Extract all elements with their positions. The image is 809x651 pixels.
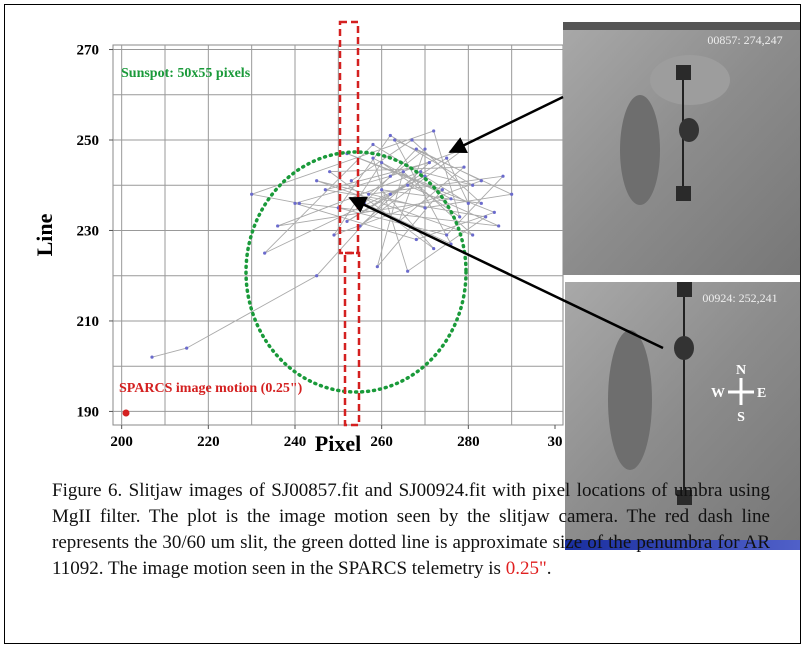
motion-point [414,147,418,151]
sunspot-outline [244,150,468,394]
motion-point [276,224,280,228]
x-tick-label: 240 [284,434,307,450]
motion-point [388,133,392,138]
annotation: Sunspot: 50x55 pixels [121,66,251,81]
motion-point [445,156,449,160]
motion-point [501,174,505,178]
motion-point [263,251,267,255]
motion-point [323,188,327,192]
y-tick-label: 270 [77,43,100,59]
motion-point [449,197,453,201]
motion-point [423,206,427,210]
motion-track [151,130,514,358]
image-label: 00857: 274,247 [707,33,782,47]
motion-point [479,179,483,183]
motion-point [297,201,301,205]
motion-point [345,219,349,224]
motion-point [432,246,436,251]
motion-point [315,274,319,278]
plot: 190 210 230 250 270 200 220 240 260 280 30 [77,43,564,450]
motion-point [410,138,414,142]
motion-point [419,170,423,174]
motion-point [293,201,297,205]
motion-point [401,170,405,174]
compass-label: W [711,386,725,401]
y-tick-label: 190 [77,404,100,420]
arrow [348,196,664,350]
motion-point [349,179,353,183]
x-axis-label: Pixel [315,431,361,456]
motion-point [375,265,379,269]
motion-point [250,192,254,196]
slitjaw-image: 00857: 274,247 [563,22,800,275]
x-tick-label: 260 [370,434,393,450]
motion-point [445,233,449,237]
motion-point [388,192,392,196]
motion-point [423,147,427,151]
motion-point [510,192,514,196]
motion-point [371,142,375,147]
motion-point [471,233,475,237]
y-tick-label: 210 [77,314,100,330]
x-tick-label: 30 [548,434,563,450]
y-axis-label: Line [32,213,57,256]
y-tick-label: 250 [77,133,100,149]
motion-point [371,156,375,160]
motion-point [497,224,501,228]
motion-point [315,179,319,183]
motion-point [423,174,427,178]
motion-point [432,129,436,133]
figure-border [4,4,801,644]
motion-point [458,215,462,219]
motion-point [406,183,410,187]
motion-point [185,346,189,350]
motion-point [462,147,466,151]
motion-point [328,170,332,174]
compass-label: E [757,386,766,401]
motion-point [150,355,154,359]
caption: Figure 6. Slitjaw images of SJ00857.fit … [52,478,770,582]
compass-label: S [737,410,745,425]
motion-point [462,165,466,169]
x-tick-label: 280 [457,434,480,450]
motion-point [471,183,475,187]
motion-point [380,188,384,192]
motion-point [367,192,371,196]
slit-outline [343,251,361,427]
motion-point [388,174,392,178]
caption-text: Figure 6. Slitjaw images of SJ00857.fit … [52,480,770,579]
legend-dot [122,409,130,417]
motion-point [479,201,483,205]
compass-label: N [736,363,746,378]
motion-point [492,210,496,214]
motion-point [440,188,444,192]
motion-point [484,215,488,219]
motion-point [393,138,397,142]
motion-point [466,201,470,205]
x-tick-label: 200 [110,434,133,450]
caption-text: . [546,558,552,579]
motion-point [406,269,410,273]
slitjaw-image: 00924: 252,241 N S W E [565,282,800,550]
arrow [448,95,564,154]
motion-point [332,233,336,237]
annotation: SPARCS image motion (0.25") [119,381,303,396]
caption-highlight: 0.25" [505,558,547,579]
motion-point [380,161,384,165]
motion-point [414,237,418,242]
y-tick-label: 230 [77,223,100,239]
image-label: 00924: 252,241 [702,291,777,305]
x-tick-label: 220 [197,434,220,450]
motion-point [427,161,431,165]
